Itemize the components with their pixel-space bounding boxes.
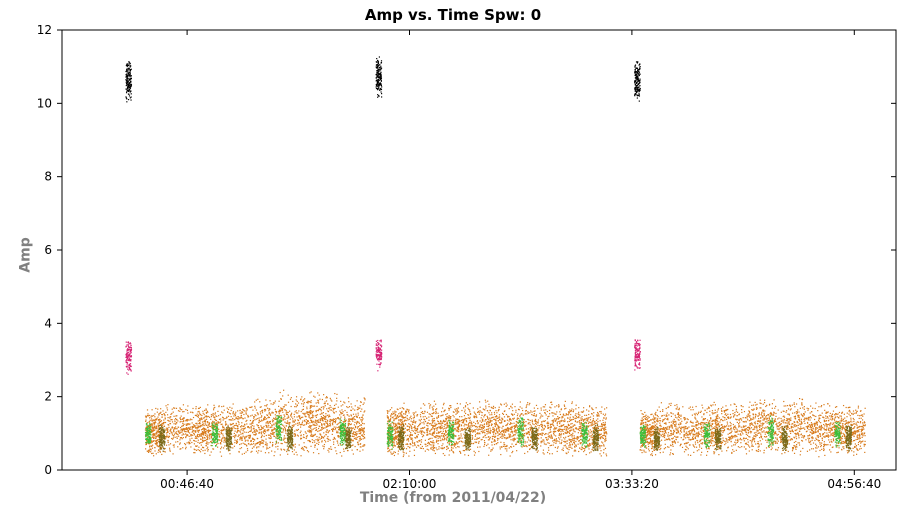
svg-text:4: 4	[44, 316, 52, 330]
svg-text:12: 12	[37, 23, 52, 37]
svg-text:0: 0	[44, 463, 52, 477]
svg-text:02:10:00: 02:10:00	[383, 477, 437, 491]
svg-text:03:33:20: 03:33:20	[605, 477, 659, 491]
svg-text:10: 10	[37, 96, 52, 110]
svg-text:2: 2	[44, 390, 52, 404]
svg-text:00:46:40: 00:46:40	[160, 477, 214, 491]
chart-container: Amp vs. Time Spw: 0 Amp Time (from 2011/…	[0, 0, 906, 510]
scatter-plot: 0 2 4 6 8 10 12 00:46:40 02:10:00 03:33:20 04:56:4…	[0, 0, 906, 510]
svg-text:04:56:40: 04:56:40	[827, 477, 881, 491]
svg-text:8: 8	[44, 170, 52, 184]
svg-text:6: 6	[44, 243, 52, 257]
